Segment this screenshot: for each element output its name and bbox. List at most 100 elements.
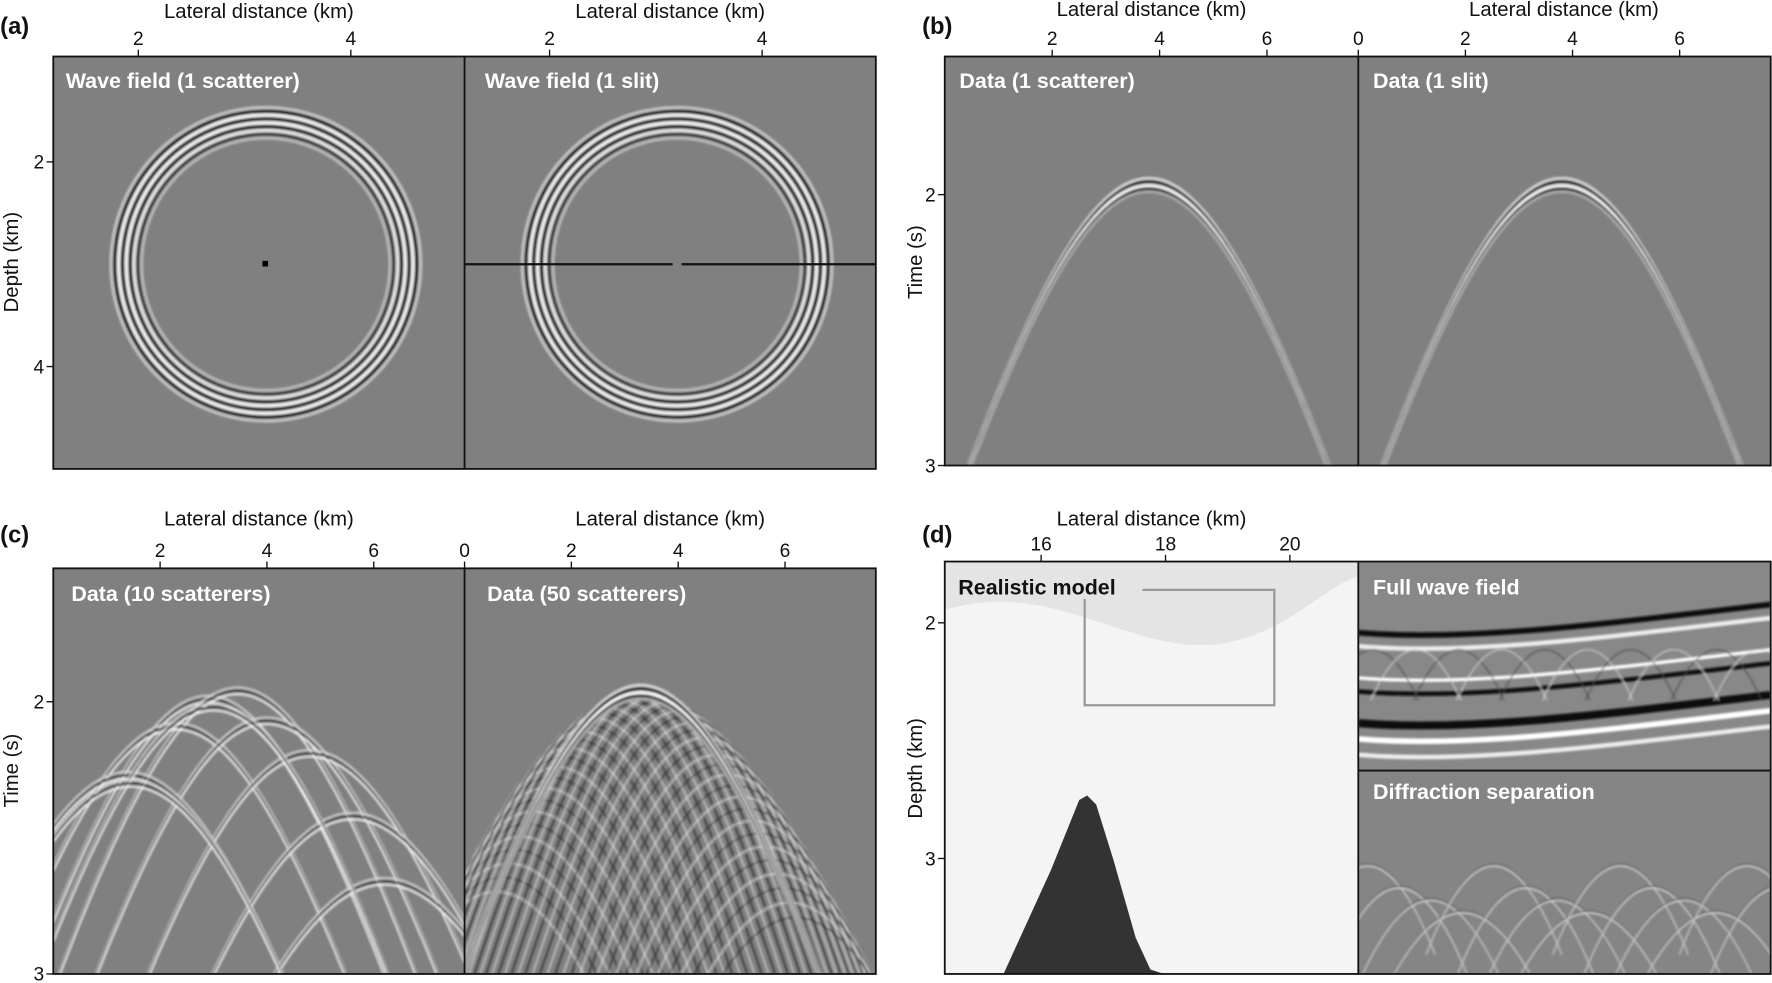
panel-d-diff-bg [1358, 770, 1771, 974]
wavefront-ring [124, 121, 407, 408]
c-xlabel-right: Lateral distance (km) [575, 508, 765, 530]
a-left-x-tick-label: 2 [133, 29, 144, 50]
a-right-x-tick-label: 4 [757, 29, 768, 50]
diffraction-arc [1627, 649, 1720, 701]
wavefront-ring [128, 125, 403, 404]
diffraction-hyperbola [464, 862, 611, 974]
reflector [1358, 615, 1771, 651]
d-xlabel: Lateral distance (km) [1057, 508, 1247, 530]
diffraction-arc [1358, 865, 1436, 956]
diffraction-arc [1678, 865, 1771, 956]
b-xlabel-right: Lateral distance (km) [1469, 0, 1659, 21]
diffraction-arc [1713, 649, 1771, 701]
reflector [1358, 648, 1771, 683]
diffraction-arc [1551, 865, 1689, 956]
diffraction-hyperbola [53, 778, 285, 974]
title-diffraction-separation: Diffraction separation [1373, 780, 1595, 804]
diffraction-hyperbola [57, 686, 418, 974]
diffraction-hyperbola [464, 730, 726, 974]
diffraction-hyperbola [58, 689, 417, 974]
hyperbolas-50-scatterers [464, 683, 875, 974]
panel-b-scatterer-bg [944, 56, 1359, 466]
full-wave-field [1358, 601, 1771, 760]
title-data-1-scatterer: Data (1 scatterer) [959, 69, 1134, 93]
diffraction-hyperbola [464, 723, 734, 974]
title-data-10-scatterers: Data (10 scatterers) [71, 582, 270, 606]
c-xlabel-left: Lateral distance (km) [164, 508, 354, 530]
reflector [1358, 601, 1771, 638]
d-y-tick-label: 3 [925, 849, 936, 870]
diffraction-hyperbola [53, 706, 389, 974]
b-right-x-tick-label: 6 [1674, 29, 1685, 50]
d-x-tick-label: 18 [1155, 534, 1176, 555]
wavefront-ring [109, 105, 423, 423]
a-left-x-tick-label: 4 [346, 29, 357, 50]
wavefront-scatterer [109, 105, 423, 423]
figure-label-d: (d) [922, 522, 952, 548]
diffraction-arc [1583, 887, 1721, 974]
wavefront-ring [117, 113, 415, 415]
b-y-tick-label: 2 [925, 185, 936, 206]
realistic-model [944, 576, 1359, 974]
diffraction-arc [1425, 865, 1563, 956]
scatterer-point [262, 260, 269, 267]
panel-c-10-bg [53, 568, 465, 974]
reflector [1358, 707, 1771, 745]
zoom-box [1083, 588, 1276, 707]
title-realistic-model: Realistic model [958, 575, 1115, 599]
title-wave-field-1-scatterer: Wave field (1 scatterer) [66, 69, 300, 93]
c-y-tick-label: 2 [34, 693, 45, 714]
reflector [1358, 690, 1771, 730]
diffraction-arc [1393, 912, 1531, 974]
diffraction-hyperbola [96, 723, 438, 974]
envelope-hyperbola [464, 697, 819, 974]
b-left-x-tick-label: 6 [1262, 29, 1273, 50]
b-y-tick-label: 3 [925, 456, 936, 477]
diffraction-hyperbola [213, 818, 465, 974]
diffraction-hyperbola [95, 719, 439, 974]
b-xlabel-left: Lateral distance (km) [1057, 0, 1247, 21]
diffraction-hyperbola [464, 848, 622, 974]
d-ylabel: Depth (km) [905, 718, 927, 819]
diffraction-hyperbola [53, 782, 283, 974]
diffraction-hyperbola [210, 811, 465, 974]
diffraction-hyperbola [464, 738, 718, 974]
diffraction-arc [1488, 899, 1626, 974]
reflector [1358, 724, 1771, 760]
b-left-x-tick-label: 4 [1154, 29, 1165, 50]
a-ylabel: Depth (km) [1, 212, 23, 313]
diffraction-hyperbola [59, 693, 417, 974]
d-x-tick-label: 20 [1279, 534, 1300, 555]
diffraction-arc [1370, 649, 1462, 701]
diffraction-arc [1358, 649, 1419, 701]
diffraction-hyperbola [148, 755, 465, 974]
diffraction-arc [1646, 912, 1771, 974]
c-right-x-tick-label: 4 [673, 541, 684, 562]
figure-label-b: (b) [922, 14, 952, 40]
a-y-tick-label: 2 [34, 153, 45, 174]
title-full-wave-field: Full wave field [1373, 575, 1520, 599]
a-xlabel-left: Lateral distance (km) [164, 1, 354, 23]
b-left-x-tick-label: 2 [1047, 29, 1058, 50]
diffraction-arc [1498, 649, 1591, 701]
wavefront-ring [120, 117, 411, 412]
d-y-tick-label: 2 [925, 614, 936, 635]
wavefront-ring [132, 128, 400, 400]
reflector [1358, 660, 1771, 697]
diffraction-arc [1710, 888, 1771, 974]
wavefront-ring [140, 136, 392, 392]
diffraction-arc [1670, 649, 1763, 701]
title-data-1-slit: Data (1 slit) [1373, 69, 1489, 93]
hyperbolas-10-scatterers [53, 686, 465, 974]
title-wave-field-1-slit: Wave field (1 slit) [485, 69, 659, 93]
diffraction-hyperbola [53, 702, 390, 974]
diffraction-arc [1455, 649, 1548, 701]
hyperbola-1-scatterer [966, 176, 1331, 466]
diffraction-hyperbola [272, 877, 465, 974]
diffraction-hyperbola [53, 709, 388, 974]
c-left-x-tick-label: 6 [368, 541, 379, 562]
diffraction-hyperbola [1383, 190, 1740, 466]
diffraction-hyperbola [94, 716, 440, 974]
salt-body [1003, 795, 1164, 974]
